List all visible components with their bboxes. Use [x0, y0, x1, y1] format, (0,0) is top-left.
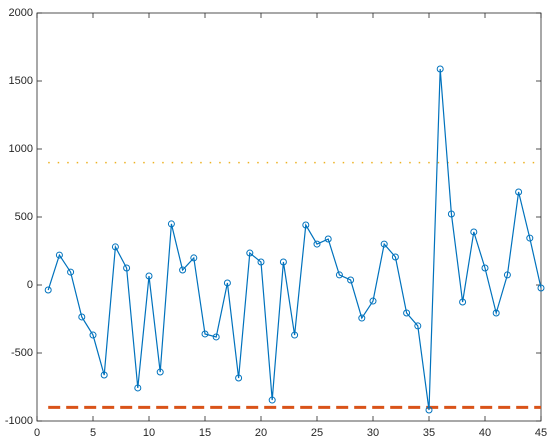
data-point — [324, 235, 332, 243]
data-point — [257, 258, 265, 266]
x-tick-label: 0 — [34, 427, 40, 439]
data-point — [67, 268, 75, 276]
data-point — [358, 314, 366, 322]
data-point — [369, 297, 377, 305]
y-tick-label: 1000 — [9, 143, 33, 155]
x-tick-label: 35 — [423, 427, 435, 439]
data-point — [246, 249, 254, 257]
data-point — [526, 234, 534, 242]
y-tick-label: 0 — [27, 279, 33, 291]
data-point — [212, 333, 220, 341]
data-point — [492, 309, 500, 317]
data-point — [190, 254, 198, 262]
data-point — [414, 322, 422, 330]
data-point — [223, 279, 231, 287]
data-point — [78, 313, 86, 321]
data-point — [89, 331, 97, 339]
x-tick-label: 20 — [255, 427, 267, 439]
x-tick-label: 40 — [479, 427, 491, 439]
x-tick-label: 45 — [535, 427, 547, 439]
y-tick-label: 2000 — [9, 7, 33, 19]
data-point — [291, 331, 299, 339]
data-point — [167, 220, 175, 228]
data-point — [100, 371, 108, 379]
data-point — [179, 266, 187, 274]
data-point — [436, 65, 444, 73]
x-tick-label: 30 — [367, 427, 379, 439]
x-tick-label: 10 — [143, 427, 155, 439]
data-point — [55, 251, 63, 259]
data-point — [279, 258, 287, 266]
data-point — [335, 271, 343, 279]
data-point — [380, 240, 388, 248]
data-point — [302, 221, 310, 229]
data-point — [156, 368, 164, 376]
y-tick-label: 500 — [15, 211, 33, 223]
data-point — [111, 243, 119, 251]
y-tick-label: -500 — [11, 347, 33, 359]
data-point — [313, 240, 321, 248]
data-point — [123, 264, 131, 272]
data-point — [235, 374, 243, 382]
y-tick-label: -1000 — [5, 415, 33, 427]
data-point — [145, 272, 153, 280]
x-tick-label: 15 — [199, 427, 211, 439]
plot-frame — [36, 12, 542, 422]
data-point — [470, 228, 478, 236]
data-point — [425, 406, 433, 414]
data-point — [44, 286, 52, 294]
data-point — [391, 253, 399, 261]
data-point — [503, 271, 511, 279]
y-tick-label: 1500 — [9, 75, 33, 87]
data-point — [347, 276, 355, 284]
data-point — [481, 264, 489, 272]
data-point — [459, 298, 467, 306]
x-tick-label: 5 — [90, 427, 96, 439]
data-point — [134, 384, 142, 392]
data-point — [447, 210, 455, 218]
data-point — [537, 284, 545, 292]
data-point — [268, 396, 276, 404]
data-point — [515, 188, 523, 196]
data-point — [201, 330, 209, 338]
x-tick-label: 25 — [311, 427, 323, 439]
data-point — [403, 309, 411, 317]
data-line — [47, 68, 542, 411]
